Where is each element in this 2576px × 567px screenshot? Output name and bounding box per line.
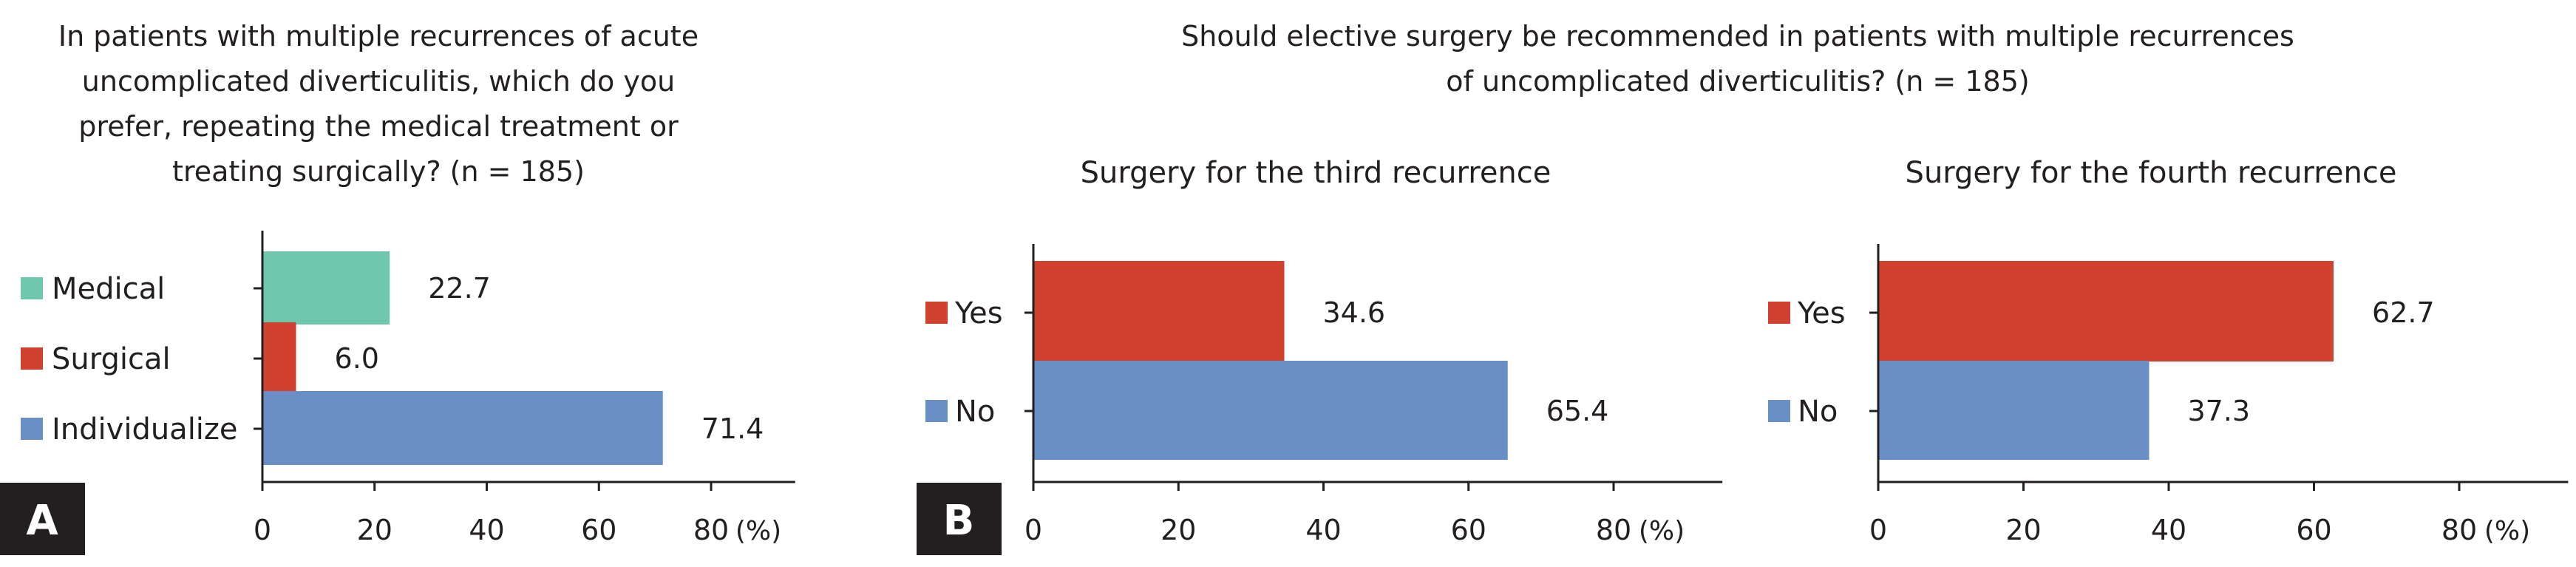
- panel-b-third-bar-yes: [1033, 261, 1285, 361]
- panel-b-third-value-label-no: 65.4: [1546, 395, 1609, 427]
- panel-b-fourth-x-tick-label-20: 20: [2005, 514, 2041, 546]
- panel-a-plot: 22.7 6.0 71.4 0 20 40 60 80 (%) Medical Surgical In…: [21, 231, 795, 546]
- panel-a-value-label-surgical: 6.0: [335, 342, 379, 375]
- panel-b-third-legend-label-no: No: [955, 395, 995, 429]
- panel-a-x-tick-label-40: 40: [469, 514, 504, 546]
- panel-b-fourth-legend-swatch-no: [1768, 400, 1790, 422]
- panel-b-fourth-legend-label-no: No: [1798, 395, 1838, 429]
- panel-b-fourth-legend-swatch-yes: [1768, 302, 1790, 324]
- panel-a-bar-medical: [262, 251, 390, 325]
- panel-a-title-line-1: In patients with multiple recurrences of…: [58, 20, 699, 52]
- panel-a-letter: A: [26, 497, 58, 545]
- panel-a-title-line-3: prefer, repeating the medical treatment …: [78, 110, 679, 143]
- panel-a-legend-label-surgical: Surgical: [52, 342, 171, 376]
- panel-a-x-unit: (%): [735, 516, 781, 546]
- panel-b-third-plot: 34.6 65.4 0 20 40 60 80 (%) Yes No: [925, 244, 1723, 546]
- panel-b-fourth-value-label-no: 37.3: [2187, 395, 2250, 427]
- panel-b-subtitle-third: Surgery for the third recurrence: [1081, 156, 1552, 190]
- panel-a-legend-swatch-individualize: [21, 418, 43, 440]
- panel-a-bar-individualize: [262, 391, 663, 465]
- panel-b-third-x-tick-label-0: 0: [1024, 514, 1042, 546]
- panel-a-title-line-4: treating surgically? (n = 185): [172, 155, 585, 188]
- panel-b-third-x-tick-label-60: 60: [1451, 514, 1486, 546]
- panel-a-legend-label-medical: Medical: [52, 272, 165, 306]
- panel-b-third-legend-swatch-yes: [925, 302, 948, 324]
- panel-a-value-label-individualize: 71.4: [701, 412, 764, 445]
- panel-a-x-tick-label-60: 60: [581, 514, 616, 546]
- panel-b-fourth-x-unit: (%): [2484, 516, 2530, 546]
- panel-b-letter: B: [943, 497, 975, 545]
- panel-b-third-value-label-yes: 34.6: [1323, 296, 1386, 329]
- panel-b-third-legend-swatch-no: [925, 400, 948, 422]
- panel-b-fourth-x-tick-label-0: 0: [1869, 514, 1887, 546]
- panel-b-third-x-unit: (%): [1639, 516, 1685, 546]
- panel-a-badge: [0, 483, 85, 555]
- panel-a-value-label-medical: 22.7: [428, 272, 491, 305]
- panel-a-legend-swatch-surgical: [21, 347, 43, 370]
- panel-b-title-line-2: of uncomplicated diverticulitis? (n = 18…: [1446, 65, 2029, 98]
- panel-b-third-x-tick-label-40: 40: [1305, 514, 1341, 546]
- panel-b-fourth-plot: 62.7 37.3 0 20 40 60 80 (%) Yes No: [1768, 244, 2569, 546]
- panel-b-subtitle-fourth: Surgery for the fourth recurrence: [1906, 156, 2397, 190]
- panel-b-fourth-x-tick-label-60: 60: [2296, 514, 2331, 546]
- panel-a-legend-swatch-medical: [21, 277, 43, 299]
- panel-b-fourth-x-tick-label-80: 80: [2441, 514, 2477, 546]
- panel-b-chart: Should elective surgery be recommended i…: [917, 20, 2569, 555]
- panel-a-x-tick-label-80: 80: [693, 514, 729, 546]
- panel-b-fourth-x-tick-label-40: 40: [2151, 514, 2186, 546]
- panel-b-third-bar-no: [1033, 361, 1508, 460]
- panel-b-badge: [917, 483, 1002, 555]
- panel-b-fourth-legend-label-yes: Yes: [1797, 296, 1846, 330]
- panel-b-fourth-bar-no: [1878, 361, 2150, 460]
- panel-a-bar-surgical: [262, 322, 296, 391]
- panel-a-x-tick-label-20: 20: [357, 514, 392, 546]
- panel-a-legend-label-individualize: Individualize: [52, 412, 238, 447]
- panel-a-chart: In patients with multiple recurrences of…: [0, 20, 795, 555]
- panel-a-x-tick-label-0: 0: [254, 514, 271, 546]
- panel-a-title-line-2: uncomplicated diverticulitis, which do y…: [82, 65, 675, 98]
- panel-b-title-line-1: Should elective surgery be recommended i…: [1181, 20, 2294, 52]
- panel-b-third-x-tick-label-20: 20: [1160, 514, 1196, 546]
- panel-b-fourth-value-label-yes: 62.7: [2372, 296, 2435, 329]
- panel-b-third-legend-label-yes: Yes: [954, 296, 1003, 330]
- panel-b-third-x-tick-label-80: 80: [1596, 514, 1631, 546]
- panel-b-fourth-bar-yes: [1878, 261, 2334, 361]
